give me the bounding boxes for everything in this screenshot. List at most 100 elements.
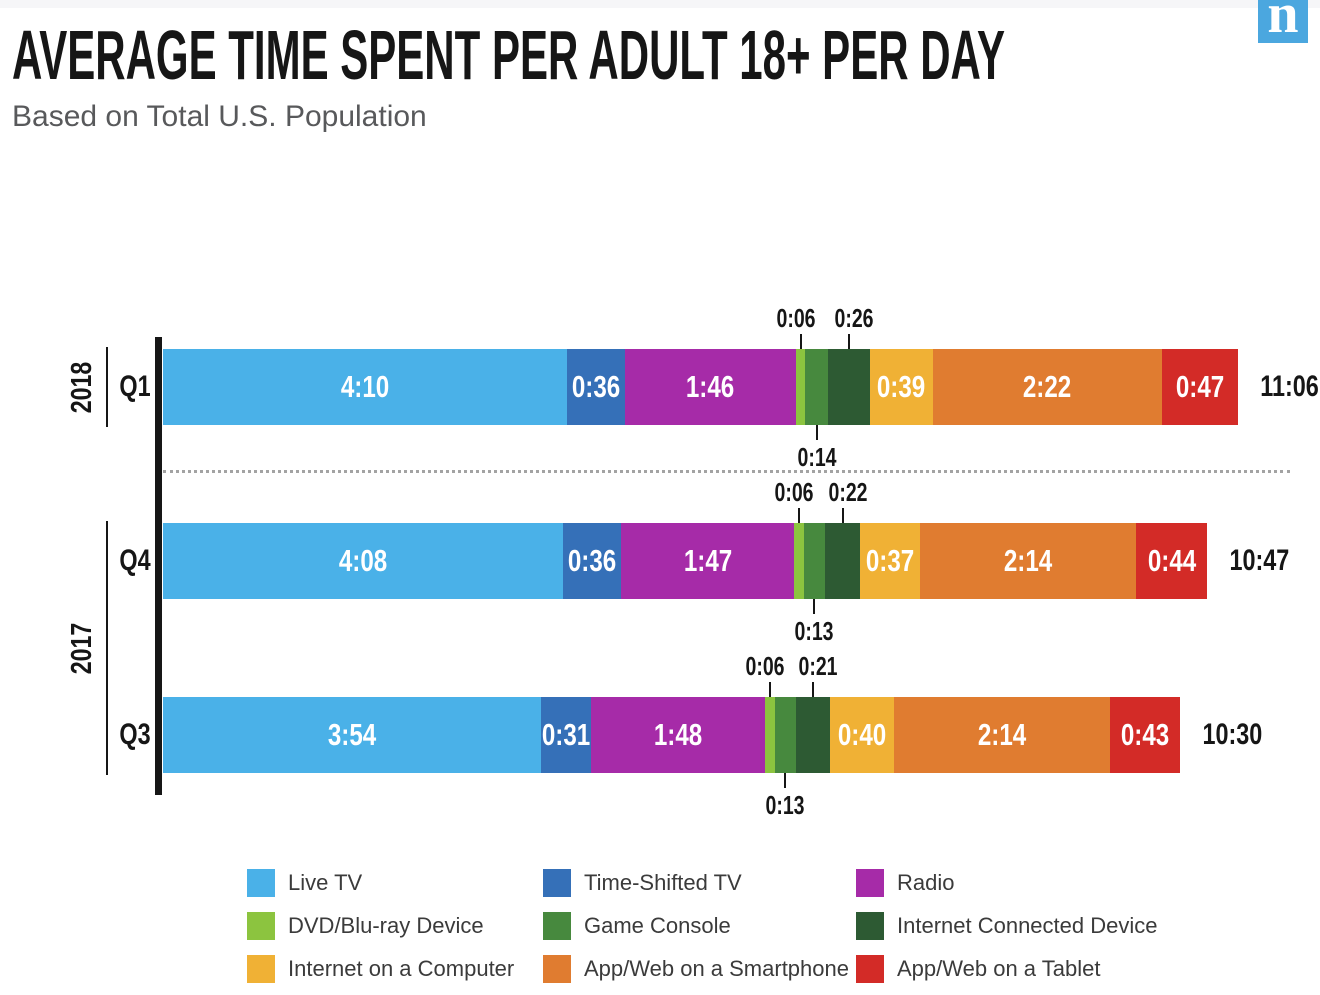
legend-label: Internet on a Computer — [288, 956, 515, 981]
year-group-line — [106, 347, 108, 427]
legend-swatch-live-tv — [247, 869, 275, 897]
legend-item-radio: Radio — [856, 869, 1186, 897]
bar-segment-live-tv-text: 4:10 — [340, 369, 389, 404]
bar-total-label-text: 10:47 — [1229, 544, 1290, 577]
year-label-text: 2018 — [65, 361, 98, 413]
bar-segment-internet-connected-device — [824, 523, 861, 599]
legend-swatch-app-web-on-a-tablet — [856, 955, 884, 983]
legend-swatch-time-shifted-tv — [543, 869, 571, 897]
bar-segment-time-shifted-tv-text: 0:36 — [571, 369, 620, 404]
page-title: AVERAGE TIME SPENT PER ADULT 18+ PER DAY — [12, 16, 1006, 94]
callout-tick — [841, 508, 844, 523]
bar-segment-radio-text: 1:47 — [683, 543, 732, 578]
callout-label-text: 0:14 — [797, 442, 837, 472]
legend-swatch-internet-connected-device — [856, 912, 884, 940]
bar-segment-radio: 1:46 — [624, 349, 796, 425]
bar-segment-time-shifted-tv: 0:36 — [566, 349, 625, 425]
bar-segment-app-web-on-a-tablet-text: 0:47 — [1175, 369, 1225, 404]
bar-segment-app-web-on-a-smartphone: 2:14 — [919, 523, 1137, 599]
legend-item-live-tv: Live TV — [247, 869, 543, 897]
quarter-label: Q3 — [112, 697, 158, 773]
legend-swatch-internet-on-a-computer — [247, 955, 275, 983]
bar-segment-app-web-on-a-smartphone-text: 2:22 — [1023, 369, 1072, 404]
callout-label: 0:06 — [770, 303, 822, 334]
quarter-label-text: Q1 — [119, 370, 151, 403]
period-separator-line — [163, 470, 1290, 473]
callout-label: 0:13 — [759, 790, 811, 821]
bar-segment-live-tv: 4:10 — [163, 349, 567, 425]
legend-swatch-radio — [856, 869, 884, 897]
callout-tick — [799, 334, 802, 349]
callout-label-text: 0:06 — [776, 303, 816, 333]
bar-segment-app-web-on-a-smartphone-text: 2:14 — [1003, 543, 1053, 578]
bar-segment-dvd-blu-ray-device — [765, 697, 775, 773]
bar-segment-radio-text: 1:48 — [653, 717, 703, 752]
callout-label: 0:13 — [788, 616, 840, 647]
bar-segment-internet-connected-device — [827, 349, 870, 425]
bar-segment-radio: 1:47 — [621, 523, 795, 599]
bar-segment-internet-on-a-computer: 0:37 — [860, 523, 920, 599]
callout-tick — [797, 508, 800, 523]
legend-label: Live TV — [288, 870, 363, 895]
callout-tick — [784, 773, 787, 788]
bar-segment-live-tv: 3:54 — [163, 697, 541, 773]
year-group-line — [106, 521, 108, 775]
legend-label: Game Console — [584, 913, 731, 938]
callout-label: 0:06 — [739, 651, 791, 682]
bar-segment-time-shifted-tv: 0:31 — [540, 697, 591, 773]
quarter-label: Q4 — [112, 523, 158, 599]
top-strip — [0, 0, 1320, 8]
bar-segment-app-web-on-a-tablet: 0:47 — [1162, 349, 1238, 425]
bar-segment-game-console — [805, 349, 828, 425]
legend-item-dvd-blu-ray-device: DVD/Blu-ray Device — [247, 912, 543, 940]
callout-label: 0:06 — [768, 477, 820, 508]
bar-row: 3:54 0:31 1:48 0:40 2:14 0:43 — [163, 697, 1180, 773]
callout-label-text: 0:06 — [745, 651, 785, 681]
legend-swatch-game-console — [543, 912, 571, 940]
legend-label: Radio — [897, 870, 955, 895]
bar-segment-time-shifted-tv: 0:36 — [563, 523, 622, 599]
bar-total-label-text: 11:06 — [1260, 370, 1319, 403]
bar-segment-time-shifted-tv-text: 0:31 — [541, 717, 590, 752]
callout-tick — [811, 682, 814, 697]
bar-segment-app-web-on-a-tablet-text: 0:43 — [1120, 717, 1170, 752]
year-label-text: 2017 — [65, 622, 98, 674]
bar-segment-live-tv: 4:08 — [163, 523, 564, 599]
bar-segment-internet-on-a-computer: 0:39 — [869, 349, 933, 425]
bar-segment-game-console — [803, 523, 825, 599]
legend-label: App/Web on a Tablet — [897, 956, 1101, 981]
bar-segment-app-web-on-a-smartphone: 2:22 — [932, 349, 1163, 425]
bar-total-label: 10:47 — [1221, 523, 1298, 599]
bar-segment-app-web-on-a-smartphone-text: 2:14 — [978, 717, 1027, 752]
legend-swatch-app-web-on-a-smartphone — [543, 955, 571, 983]
callout-label-text: 0:21 — [798, 651, 838, 681]
legend-item-internet-connected-device: Internet Connected Device — [856, 912, 1186, 940]
legend-label: Internet Connected Device — [897, 913, 1158, 938]
bar-total-label: 11:06 — [1252, 349, 1320, 425]
legend-label: Time-Shifted TV — [584, 870, 742, 895]
bar-segment-internet-connected-device — [795, 697, 830, 773]
legend-item-game-console: Game Console — [543, 912, 856, 940]
legend-item-internet-on-a-computer: Internet on a Computer — [247, 955, 543, 983]
bar-total-label: 10:30 — [1194, 697, 1271, 773]
bar-segment-game-console — [774, 697, 796, 773]
bar-segment-internet-on-a-computer-text: 0:37 — [865, 543, 915, 578]
callout-tick — [815, 425, 818, 440]
callout-label: 0:21 — [792, 651, 844, 682]
legend-item-time-shifted-tv: Time-Shifted TV — [543, 869, 856, 897]
bar-segment-time-shifted-tv-text: 0:36 — [568, 543, 617, 578]
year-label: 2017 — [58, 588, 106, 708]
quarter-label: Q1 — [112, 349, 158, 425]
bar-segment-radio-text: 1:46 — [685, 369, 735, 404]
legend-item-app-web-on-a-smartphone: App/Web on a Smartphone — [543, 955, 856, 983]
year-label: 2018 — [58, 327, 106, 447]
bar-segment-app-web-on-a-smartphone: 2:14 — [894, 697, 1111, 773]
bar-row: 4:10 0:36 1:46 0:39 2:22 0:47 — [163, 349, 1238, 425]
bar-segment-internet-on-a-computer-text: 0:39 — [877, 369, 926, 404]
bar-total-label-text: 10:30 — [1202, 718, 1263, 751]
y-axis-line — [155, 337, 162, 795]
bar-segment-app-web-on-a-tablet: 0:44 — [1136, 523, 1208, 599]
quarter-label-text: Q3 — [119, 718, 151, 751]
